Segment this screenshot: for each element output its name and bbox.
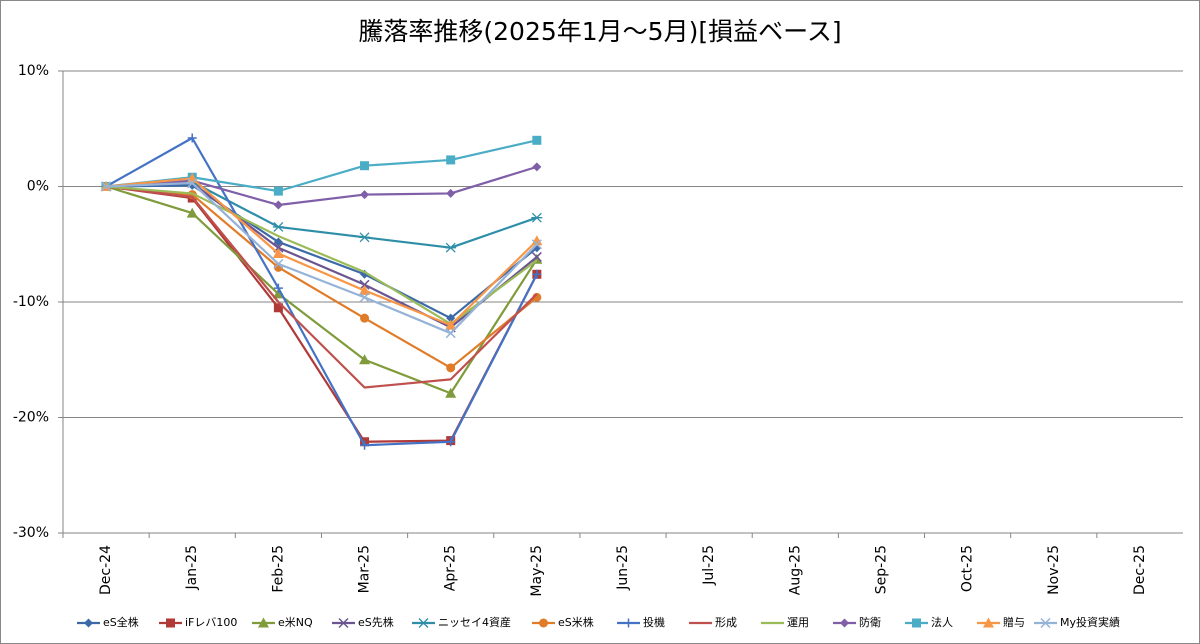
series-line xyxy=(105,185,538,389)
data-point xyxy=(273,237,283,247)
x-tick-label: Nov-25 xyxy=(1046,545,1062,595)
x-tick-label: Mar-25 xyxy=(357,545,373,593)
x-tick-label: Dec-24 xyxy=(98,545,114,595)
y-tick-label: 10% xyxy=(18,63,49,79)
legend-label: eS先株 xyxy=(358,615,394,629)
legend-label: ニッセイ4資産 xyxy=(438,616,511,629)
data-point xyxy=(446,437,456,447)
x-tick-label: Dec-25 xyxy=(1132,545,1148,595)
series-line xyxy=(105,177,538,327)
legend-label: 防衛 xyxy=(859,615,881,629)
data-point xyxy=(531,251,542,262)
x-tick-label: Feb-25 xyxy=(270,545,286,593)
legend-label: 投機 xyxy=(643,615,665,629)
data-point xyxy=(445,242,457,253)
data-point xyxy=(359,279,370,290)
x-tick-label: Apr-25 xyxy=(443,545,459,591)
data-point xyxy=(532,162,542,172)
data-point xyxy=(273,186,283,196)
data-point xyxy=(360,440,370,450)
y-tick-label: -10% xyxy=(13,294,49,310)
data-point xyxy=(446,363,456,373)
chart-title: 騰落率推移(2025年1月～5月)[損益ベース] xyxy=(358,17,841,46)
series-line xyxy=(105,185,538,395)
series-line xyxy=(105,136,538,447)
legend-label: eS米株 xyxy=(558,615,594,629)
y-tick-label: 0% xyxy=(27,179,49,195)
data-point xyxy=(445,319,457,330)
legend-marker xyxy=(258,617,269,628)
data-point xyxy=(273,303,283,313)
y-tick-label: -30% xyxy=(13,525,49,541)
legend-label: iFレバ100 xyxy=(185,616,237,629)
y-tick-label: -20% xyxy=(13,410,49,426)
data-point xyxy=(359,292,370,303)
data-point xyxy=(360,161,370,171)
x-tick-label: Oct-25 xyxy=(960,545,976,592)
series-line xyxy=(106,184,538,320)
data-point xyxy=(446,188,456,198)
series-line xyxy=(105,185,538,326)
legend-label: 運用 xyxy=(787,616,809,629)
legend-label: My投資実績 xyxy=(1060,615,1120,629)
legend-marker xyxy=(840,618,849,628)
x-tick-label: Jan-25 xyxy=(184,545,200,590)
legend-marker xyxy=(338,617,349,629)
data-point xyxy=(101,181,112,192)
series-line xyxy=(106,165,538,207)
legend-marker xyxy=(912,618,921,628)
data-point xyxy=(532,135,542,145)
data-point xyxy=(446,313,456,323)
data-point xyxy=(186,207,198,218)
legend-marker xyxy=(1040,617,1051,629)
data-point xyxy=(272,247,284,258)
data-point xyxy=(360,313,370,323)
legend-label: eS全株 xyxy=(103,615,139,629)
legend-marker xyxy=(983,617,994,628)
legend-marker xyxy=(539,618,548,628)
x-tick-label: Aug-25 xyxy=(787,545,803,595)
data-point xyxy=(187,133,197,143)
data-point xyxy=(531,239,542,250)
legend-label: 贈与 xyxy=(1003,615,1025,629)
data-point xyxy=(532,269,542,279)
data-point xyxy=(359,354,371,365)
legend-marker xyxy=(418,618,429,628)
data-point xyxy=(359,284,371,295)
legend-label: 形成 xyxy=(715,616,737,629)
data-point xyxy=(272,288,284,299)
data-point xyxy=(446,155,456,165)
data-point xyxy=(360,190,370,200)
legend-label: e米NQ xyxy=(278,616,313,629)
series-line xyxy=(106,181,538,335)
data-point xyxy=(272,221,284,232)
legend-label: 法人 xyxy=(931,615,953,629)
data-point xyxy=(531,212,543,223)
data-point xyxy=(445,328,456,339)
data-point xyxy=(273,200,283,210)
x-tick-label: Sep-25 xyxy=(873,545,889,594)
legend-marker xyxy=(166,618,175,628)
legend-marker xyxy=(624,618,633,628)
data-point xyxy=(187,178,198,189)
data-point xyxy=(273,283,283,293)
x-tick-label: May-25 xyxy=(529,545,545,597)
data-point xyxy=(531,235,543,246)
data-point xyxy=(445,387,457,398)
data-point xyxy=(359,232,371,243)
data-point xyxy=(273,258,284,269)
legend-marker xyxy=(84,618,93,628)
x-tick-label: Jul-25 xyxy=(701,545,717,586)
x-tick-label: Jun-25 xyxy=(615,545,631,591)
